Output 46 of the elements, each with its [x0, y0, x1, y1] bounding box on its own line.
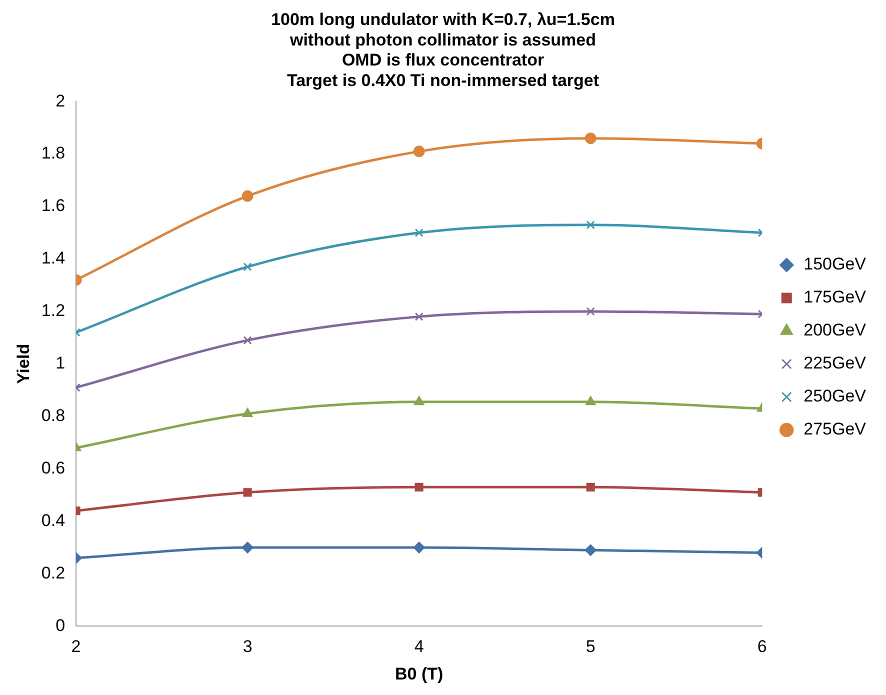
y-tick-label: 2	[56, 91, 66, 110]
point	[414, 396, 424, 406]
point	[414, 312, 424, 321]
x-tick-label: 2	[71, 637, 81, 656]
x-tick-label: 4	[414, 637, 424, 656]
text: OMD is flux concentrator	[342, 50, 544, 70]
legend-label: 250GeV	[804, 386, 867, 406]
y-tick-label: 1.8	[41, 144, 66, 163]
point	[586, 396, 596, 406]
point	[413, 542, 425, 554]
y-tick-label: 0	[56, 616, 66, 635]
x-tick-label: 3	[242, 637, 252, 656]
y-tick-label: 0.6	[41, 458, 66, 478]
point	[243, 488, 252, 497]
point	[242, 408, 253, 417]
y-tick-label: 0.2	[41, 563, 66, 582]
y-tick-label: 1.6	[41, 196, 66, 216]
y-axis-title: Yield	[14, 344, 33, 384]
y-tick-label: 1.2	[41, 301, 66, 320]
point	[413, 146, 425, 158]
legend-label: 225GeV	[804, 354, 867, 373]
point	[242, 190, 254, 202]
point	[414, 482, 424, 492]
point	[586, 220, 595, 230]
x-axis-title: B0 (T)	[394, 664, 444, 684]
y-tick-label: 1.4	[41, 248, 66, 268]
x-tick-label: 5	[586, 637, 596, 656]
point	[243, 262, 252, 272]
x-tick-label: 6	[757, 637, 767, 656]
text: Target is 0.4X0 Ti non-immersed target	[286, 71, 600, 90]
point	[242, 542, 254, 554]
point	[243, 336, 252, 345]
legend-label: 175GeV	[804, 288, 867, 307]
legend-label: 275GeV	[804, 420, 867, 439]
point	[584, 132, 596, 144]
point	[414, 228, 424, 238]
text: 100m long undulator with K=0.7, λu=1.5cm	[271, 10, 615, 29]
point	[584, 544, 596, 556]
point	[586, 482, 595, 492]
legend-label: 200GeV	[804, 320, 867, 340]
legend-label: 150GeV	[804, 254, 867, 274]
y-tick-label: 0.4	[41, 510, 66, 530]
y-tick-label: 0.8	[41, 406, 66, 426]
y-tick-label: 1	[56, 354, 66, 373]
point	[586, 307, 595, 316]
text: without photon collimator is assumed	[290, 30, 596, 50]
